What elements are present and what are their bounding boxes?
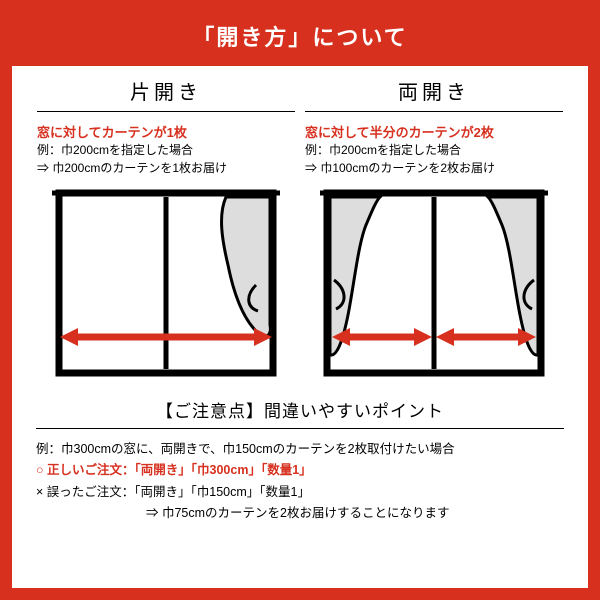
notes-section: 【ご注意点】間違いやすいポイント 例：巾300cmの窓に、両開きで、巾150cm… — [12, 385, 588, 524]
notes-line1: 例：巾300cmの窓に、両開きで、巾150cmのカーテンを2枚取付けたい場合 — [36, 439, 564, 460]
notes-line2: ○ 正しいご注文：「両開き」「巾300cm」「数量1」 — [36, 460, 564, 481]
left-line2: ⇒ 巾200cmのカーテンを1枚お届け — [37, 159, 295, 177]
infographic-container: 「開き方」について 片開き 窓に対してカーテンが1枚 例：巾200cmを指定した… — [0, 0, 600, 600]
notes-line3: × 誤ったご注文：「両開き」「巾150cm」「数量1」 — [36, 482, 564, 503]
left-redline: 窓に対してカーテンが1枚 — [37, 122, 295, 141]
main-columns: 片開き 窓に対してカーテンが1枚 例：巾200cmを指定した場合 ⇒ 巾200c… — [12, 66, 588, 385]
header-title: 「開き方」について — [192, 25, 407, 50]
col-single-open: 片開き 窓に対してカーテンが1枚 例：巾200cmを指定した場合 ⇒ 巾200c… — [32, 66, 300, 385]
left-line1: 例：巾200cmを指定した場合 — [37, 141, 295, 159]
notes-line4: ⇒ 巾75cmのカーテンを2枚お届けすることになります — [36, 503, 564, 524]
right-line2: ⇒ 巾100cmのカーテンを2枚お届け — [305, 159, 563, 177]
diagram-single — [37, 185, 295, 385]
diagram-double — [305, 185, 563, 385]
col-title-right: 両開き — [305, 76, 563, 112]
right-redline: 窓に対して半分のカーテンが2枚 — [305, 122, 563, 141]
notes-title: 【ご注意点】間違いやすいポイント — [36, 397, 564, 429]
header-banner: 「開き方」について — [12, 12, 588, 66]
right-line1: 例：巾200cmを指定した場合 — [305, 141, 563, 159]
col-title-left: 片開き — [37, 76, 295, 112]
col-double-open: 両開き 窓に対して半分のカーテンが2枚 例：巾200cmを指定した場合 ⇒ 巾1… — [300, 66, 568, 385]
